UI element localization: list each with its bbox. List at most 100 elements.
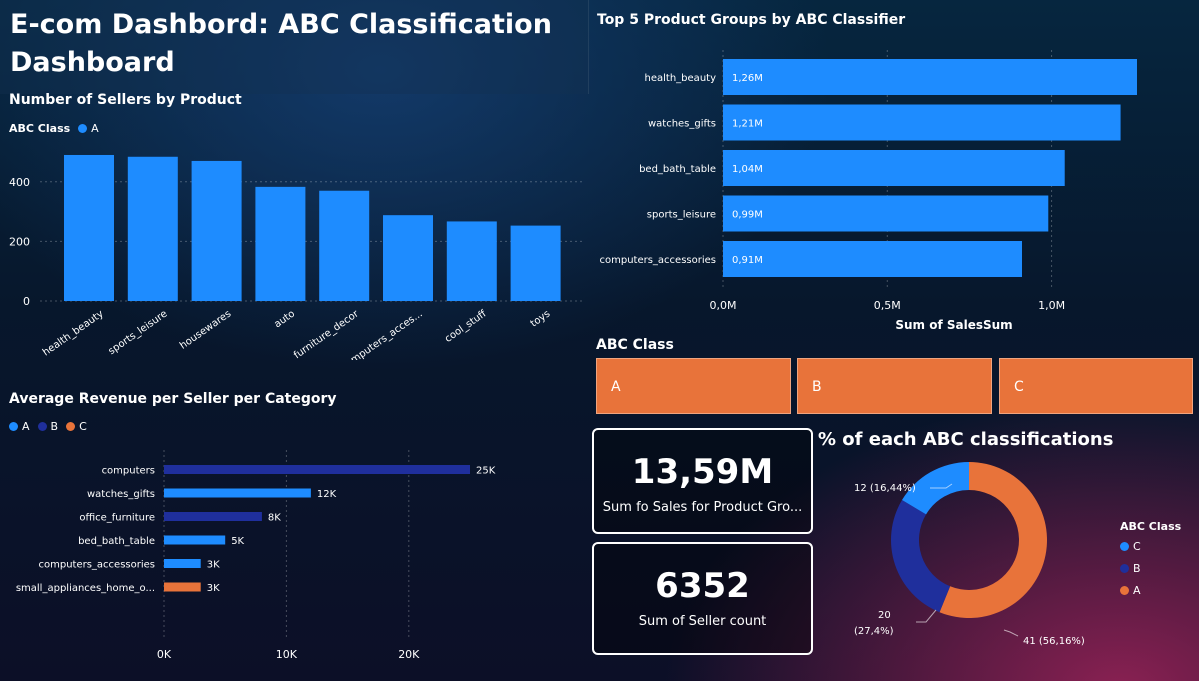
bar — [164, 512, 262, 521]
slicer-title: ABC Class — [596, 337, 674, 353]
x-tick-label: 10K — [276, 648, 298, 661]
bar — [723, 150, 1065, 186]
bar — [510, 225, 561, 301]
legend-dot-c — [66, 422, 76, 431]
legend-dot-a — [78, 124, 88, 133]
bar — [191, 160, 242, 301]
slice-label-b-count: 20 — [878, 610, 891, 621]
y-tick-label: computers_accessories — [599, 255, 716, 266]
bar — [723, 59, 1137, 95]
x-tick-label: health_beauty — [41, 308, 106, 358]
x-tick-label: toys — [529, 308, 553, 329]
seller-value: 6352 — [655, 566, 750, 606]
y-tick-label: office_furniture — [79, 513, 155, 524]
bar — [127, 156, 178, 301]
y-tick-label: watches_gifts — [648, 119, 716, 130]
legend-dot-b — [37, 422, 47, 431]
bar — [383, 215, 433, 301]
bar — [164, 465, 470, 474]
sellers-bar-chart[interactable]: 0 200 400 health_beauty sports_leisure housew… — [0, 140, 588, 360]
x-tick-label: auto — [272, 308, 297, 330]
donut-legend-item-b: B — [1120, 562, 1141, 575]
sellers-legend-item-a: A — [91, 122, 99, 135]
sellers-legend-label: ABC Class — [9, 122, 71, 135]
x-tick-label: furniture_decor — [292, 308, 362, 360]
legend-dot-a — [1120, 586, 1129, 595]
revenue-legend[interactable]: A B C — [9, 420, 87, 433]
leader-line — [1003, 629, 1019, 637]
bar — [723, 104, 1121, 141]
bar — [164, 488, 311, 498]
legend-dot-c — [1120, 542, 1129, 551]
x-tick-label: housewares — [178, 308, 233, 351]
x-axis-title: Sum of SalesSum — [895, 318, 1012, 332]
title-panel — [0, 0, 589, 94]
bar — [255, 186, 306, 301]
donut-slice — [939, 462, 1047, 618]
y-tick-label: bed_bath_table — [78, 536, 155, 547]
y-tick-label: 400 — [9, 176, 30, 189]
donut-legend[interactable]: C B A — [1120, 540, 1141, 597]
y-tick-label: bed_bath_table — [639, 164, 716, 175]
sellers-legend[interactable]: ABC Class A — [9, 122, 99, 135]
donut-legend-item-a: A — [1120, 584, 1141, 597]
data-label: 12K — [317, 489, 337, 500]
top5-chart-title: Top 5 Product Groups by ABC Classifier — [597, 12, 906, 28]
leader-line — [930, 483, 953, 489]
y-tick-label: small_appliances_home_o... — [16, 583, 155, 594]
bar — [723, 195, 1049, 232]
bar — [164, 559, 201, 568]
slice-label-a: 12 (16,44%) — [854, 483, 916, 494]
sales-label: Sum fo Sales for Product Gro... — [602, 500, 803, 515]
revenue-bar-chart[interactable]: 0K 10K 20K computers 25K watches_gifts 12K offi… — [0, 450, 588, 670]
x-tick-label: 0,0M — [710, 299, 737, 312]
data-label: 8K — [268, 513, 281, 524]
data-label: 3K — [207, 560, 220, 571]
x-tick-label: cool_stuff — [443, 308, 489, 345]
data-label: 1,26M — [732, 73, 763, 84]
seller-card: 6352 Sum of Seller count — [592, 542, 813, 655]
bar — [723, 241, 1022, 277]
donut-legend-label-a: A — [1133, 584, 1141, 597]
donut-chart[interactable]: 41 (56,16%) 20 (27,4%) 12 (16,44%) — [818, 460, 1118, 660]
revenue-legend-c: C — [79, 420, 87, 433]
y-tick-label: 200 — [9, 235, 30, 248]
revenue-chart-title: Average Revenue per Seller per Category — [9, 391, 337, 407]
slicer-option-a[interactable]: A — [596, 358, 791, 414]
donut-legend-title: ABC Class — [1120, 520, 1182, 533]
donut-title: % of each ABC classifications — [818, 429, 1114, 450]
slicer-option-b[interactable]: B — [797, 358, 992, 414]
x-tick-label: 0,5M — [874, 299, 901, 312]
legend-dot-b — [1120, 564, 1129, 573]
leader-line — [916, 609, 937, 623]
donut-legend-label-c: C — [1133, 540, 1141, 553]
data-label: 0,91M — [732, 255, 763, 266]
x-tick-label: 0K — [157, 648, 172, 661]
slicer-option-c[interactable]: C — [999, 358, 1193, 414]
data-label: 1,04M — [732, 164, 763, 175]
dashboard-title: E-com Dashbord: ABC Classification Dashb… — [10, 9, 552, 78]
x-tick-label: 1,0M — [1038, 299, 1065, 312]
sales-value: 13,59M — [631, 452, 774, 492]
y-tick-label: sports_leisure — [647, 210, 716, 221]
data-label: 1,21M — [732, 119, 763, 130]
y-tick-label: 0 — [23, 295, 30, 308]
legend-dot-a — [9, 422, 18, 431]
bar — [164, 582, 201, 592]
donut-legend-label-b: B — [1133, 562, 1141, 575]
bar — [446, 221, 497, 301]
data-label: 5K — [231, 536, 244, 547]
donut-legend-item-c: C — [1120, 540, 1141, 553]
data-label: 0,99M — [732, 210, 763, 221]
slice-label-b-percent: (27,4%) — [854, 626, 894, 637]
x-tick-label: 20K — [398, 648, 420, 661]
top5-bar-chart[interactable]: 0,0M 0,5M 1,0M health_beauty 1,26M watches_gi… — [590, 50, 1199, 340]
seller-label: Sum of Seller count — [638, 614, 767, 629]
bar — [64, 154, 114, 301]
bar — [164, 535, 226, 545]
x-tick-label: sports_leisure — [107, 308, 170, 357]
data-label: 3K — [207, 583, 220, 594]
slice-label-c: 41 (56,16%) — [1023, 636, 1085, 647]
y-tick-label: health_beauty — [645, 73, 717, 84]
y-tick-label: computers — [102, 466, 155, 477]
